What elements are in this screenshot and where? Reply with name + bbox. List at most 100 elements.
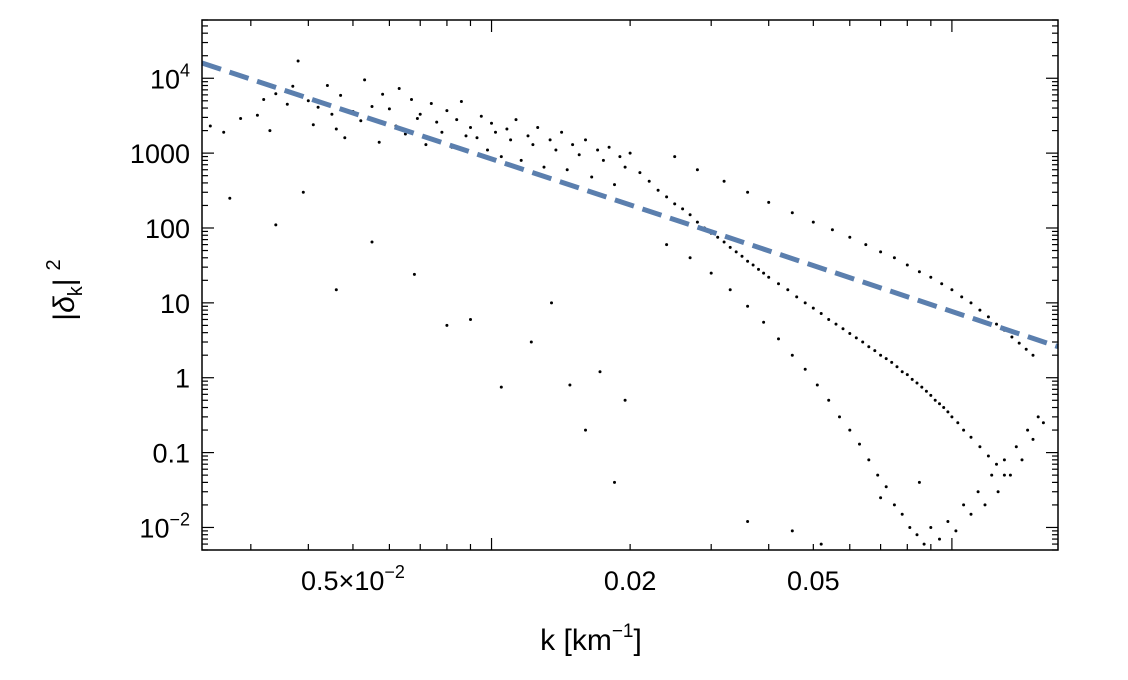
data-point	[734, 250, 738, 254]
data-point	[536, 126, 540, 129]
data-point	[834, 322, 838, 326]
data-point	[343, 136, 347, 140]
data-point	[838, 415, 841, 419]
data-point	[607, 145, 611, 149]
data-point	[854, 336, 858, 340]
data-point	[946, 520, 950, 523]
data-point	[412, 272, 416, 276]
data-point	[969, 301, 973, 305]
data-point	[746, 259, 750, 263]
data-point	[387, 107, 391, 111]
data-point	[455, 118, 459, 122]
data-point	[274, 223, 278, 227]
data-point	[922, 542, 926, 546]
y-tick-label: 10	[160, 289, 190, 319]
data-point	[499, 385, 503, 389]
data-point	[554, 148, 558, 152]
data-point	[239, 117, 243, 120]
data-point	[942, 406, 946, 409]
data-point	[647, 179, 651, 183]
data-point	[709, 271, 713, 275]
data-point	[933, 398, 937, 402]
data-point	[917, 270, 921, 274]
data-point	[325, 84, 329, 87]
data-point	[601, 158, 605, 162]
data-point	[665, 195, 669, 199]
data-point	[1031, 437, 1035, 441]
data-point	[995, 462, 998, 466]
data-point	[915, 533, 919, 537]
x-tick-labels: 0.5×10−2 0.02 0.05	[301, 562, 840, 596]
data-point	[848, 332, 852, 335]
data-point	[623, 165, 627, 169]
data-point	[688, 256, 692, 260]
data-point	[490, 121, 493, 125]
data-point	[560, 130, 564, 134]
data-point	[848, 428, 852, 432]
data-point	[995, 322, 998, 326]
data-point	[938, 402, 941, 406]
data-point	[445, 109, 449, 113]
data-point	[1002, 473, 1006, 477]
data-point	[429, 102, 433, 105]
data-point	[339, 93, 343, 97]
data-point	[861, 340, 865, 344]
data-point	[910, 377, 914, 381]
data-point	[867, 458, 871, 462]
data-point	[978, 445, 982, 449]
data-point	[628, 151, 632, 155]
data-point	[830, 228, 834, 232]
data-point	[996, 490, 1000, 494]
data-point	[790, 211, 794, 215]
data-point	[688, 213, 692, 217]
data-point	[960, 295, 964, 299]
data-point	[767, 275, 771, 279]
data-point	[494, 130, 497, 134]
data-point	[986, 454, 990, 458]
data-point	[681, 207, 685, 211]
data-point	[499, 155, 503, 159]
data-point	[777, 337, 780, 341]
data-point	[884, 357, 888, 361]
data-point	[848, 235, 852, 239]
data-point	[1036, 415, 1040, 419]
data-point	[584, 428, 587, 432]
data-point	[577, 153, 581, 157]
data-point	[892, 256, 896, 260]
data-point	[954, 529, 958, 533]
data-point	[819, 542, 823, 546]
y-tick-label: 1	[175, 364, 190, 394]
data-point	[623, 398, 627, 402]
x-tick-label: 0.02	[604, 566, 657, 596]
data-point	[803, 301, 807, 305]
x-tick-label: 0.05	[787, 566, 840, 596]
data-point	[722, 240, 726, 244]
data-point	[445, 323, 449, 327]
data-point	[415, 117, 419, 120]
data-point	[819, 312, 823, 315]
y-tick-label: 100	[145, 214, 190, 244]
data-point	[946, 410, 950, 414]
data-point	[1010, 335, 1014, 339]
data-point	[762, 271, 766, 275]
data-point	[584, 138, 587, 142]
data-point	[790, 353, 794, 357]
data-point	[479, 114, 483, 118]
data-point	[363, 78, 367, 82]
data-point	[811, 220, 815, 224]
data-point	[418, 112, 422, 116]
data-point	[803, 367, 807, 371]
data-point	[1026, 428, 1030, 432]
data-point	[815, 383, 819, 387]
data-point	[1031, 353, 1035, 357]
data-point	[618, 155, 622, 159]
data-point	[900, 512, 904, 516]
data-point	[915, 381, 919, 385]
data-point	[542, 165, 546, 169]
y-tick-label: 104	[150, 60, 190, 94]
data-point	[316, 105, 320, 109]
data-point	[377, 140, 381, 144]
data-point	[722, 179, 726, 183]
data-point	[983, 503, 987, 507]
